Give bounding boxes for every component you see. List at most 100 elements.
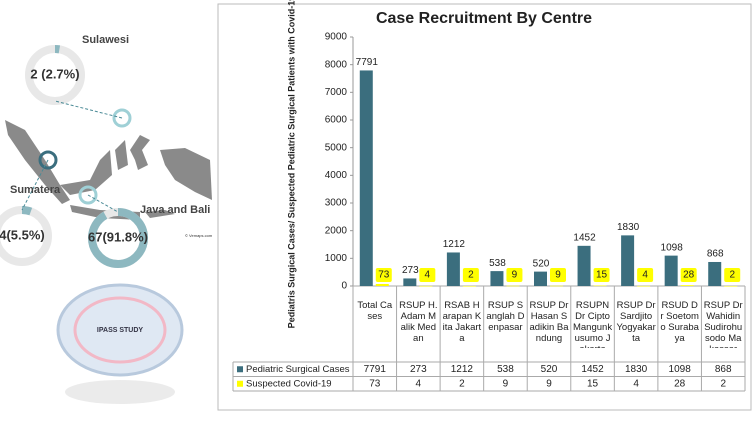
legend-label: Pediatric Surgical Cases	[246, 364, 350, 375]
legend-swatch	[237, 366, 243, 373]
region-name: Sulawesi	[82, 34, 129, 46]
table-value: 15	[587, 378, 599, 389]
y-tick-label: 4000	[325, 170, 348, 181]
x-tick-label: RSUP Sanglah Denpasar	[486, 300, 525, 333]
y-tick-label: 9000	[325, 32, 348, 43]
bar	[375, 283, 389, 286]
table-value: 2	[720, 378, 726, 389]
bar	[708, 261, 722, 286]
x-tick-label-box: RSUP H.Adam Malik Medan	[399, 300, 438, 344]
table-value: 273	[410, 364, 427, 375]
x-tick-label: RSUPN Dr Cipto Mangunkusumo Jakarta	[572, 300, 613, 348]
bar	[621, 235, 635, 286]
chart-title: Case Recruitment By Centre	[376, 10, 592, 27]
table-value: 7791	[364, 364, 387, 375]
table-value: 1452	[581, 364, 604, 375]
bar-value-label: 9	[555, 270, 561, 281]
bar	[490, 271, 504, 286]
bar	[534, 271, 547, 286]
x-tick-label: RSUP Dr Hasan Sadikin Bandung	[529, 300, 569, 344]
table-value: 4	[633, 378, 639, 389]
y-tick-label: 5000	[325, 142, 348, 153]
bar	[419, 285, 433, 287]
table-value: 28	[674, 378, 686, 389]
data-label-bg	[506, 268, 523, 282]
bar-value-label: 4	[642, 270, 648, 281]
bar	[664, 255, 678, 286]
data-label-bg	[419, 268, 436, 282]
donut-arc	[25, 45, 85, 105]
connector	[87, 194, 119, 213]
table-value: 1212	[451, 364, 474, 375]
bar-value-label: 73	[378, 270, 390, 281]
y-tick-label: 2000	[325, 225, 348, 236]
x-tick-label-box: RSUPN Dr Cipto Mangunkusumo Jakarta	[572, 300, 613, 348]
map-marker	[38, 150, 58, 170]
bar	[403, 278, 417, 286]
data-label-bg	[375, 268, 392, 282]
legend-swatch	[237, 380, 243, 387]
table-value: 538	[497, 364, 514, 375]
bar	[462, 285, 476, 287]
bar-value-label: 1212	[443, 239, 466, 250]
x-tick-label-box: RSUP Dr Sardjito Yogyakarta	[616, 300, 655, 344]
bar-value-label: 7791	[356, 57, 379, 68]
bar	[724, 285, 738, 287]
logo-text: IPASS STUDY	[97, 327, 143, 334]
donut-arc	[88, 208, 148, 268]
bar-value-label: 273	[402, 265, 419, 276]
bar-value-label: 2	[729, 270, 735, 281]
logo	[56, 283, 184, 404]
bar-value-label: 1830	[617, 222, 640, 233]
bar-value-label: 15	[596, 270, 608, 281]
legend-label: Suspected Covid-19	[246, 378, 332, 389]
x-tick-label-box: RSUP Sanglah Denpasar	[486, 300, 525, 333]
bar	[637, 285, 651, 287]
y-axis-label: Pediatris Surgical Cases/ Suspected Pedi…	[286, 0, 296, 328]
donut-label: 67(91.8%)	[88, 229, 148, 244]
chart-frame	[217, 3, 752, 411]
y-tick-label: 7000	[325, 87, 348, 98]
x-tick-label-box: Total Cases	[357, 300, 393, 322]
map	[5, 120, 212, 220]
data-label-bg	[724, 268, 741, 282]
bar	[446, 252, 460, 286]
table-value: 1098	[669, 364, 692, 375]
x-tick-label: Total Cases	[357, 300, 393, 322]
data-label-bg	[593, 268, 610, 282]
table-value: 1830	[625, 364, 648, 375]
donut-label: 2 (2.7%)	[30, 66, 79, 81]
map-marker	[78, 185, 98, 205]
x-tick-label: RSUD Dr Soetomo Surabaya	[660, 300, 699, 344]
donut-label: 4(5.5%)	[0, 227, 45, 242]
table-value: 2	[459, 378, 465, 389]
x-tick-label: RSAB Harapan Kita Jakarta	[442, 300, 482, 344]
bar	[680, 285, 694, 286]
x-tick-label-box: RSUP Dr Hasan Sadikin Bandung	[529, 300, 569, 344]
y-tick-label: 6000	[325, 115, 348, 126]
credit: © Vemaps.com	[185, 233, 213, 238]
table-value: 868	[715, 364, 732, 375]
bar-value-label: 520	[533, 258, 550, 269]
table-value: 4	[416, 378, 422, 389]
table-value: 9	[503, 378, 509, 389]
x-tick-label: RSUP H.Adam Malik Medan	[399, 300, 438, 344]
bar	[359, 70, 373, 286]
bar	[506, 285, 520, 287]
y-tick-label: 0	[341, 281, 347, 292]
data-label-bg	[637, 268, 654, 282]
data-label-bg	[680, 268, 697, 282]
bar-value-label: 538	[489, 258, 506, 269]
table-value: 9	[546, 378, 552, 389]
table-value: 520	[541, 364, 558, 375]
table-value: 73	[369, 378, 381, 389]
connector	[54, 100, 123, 119]
region-name: Sumatera	[10, 184, 61, 196]
x-tick-label-box: RSUD Dr Soetomo Surabaya	[660, 300, 699, 344]
y-tick-label: 1000	[325, 253, 348, 264]
data-label-bg	[550, 268, 566, 282]
map-marker	[112, 108, 132, 128]
x-tick-label-box: RSUP Dr Wahidin Sudirohusodo Makassar	[704, 300, 743, 348]
